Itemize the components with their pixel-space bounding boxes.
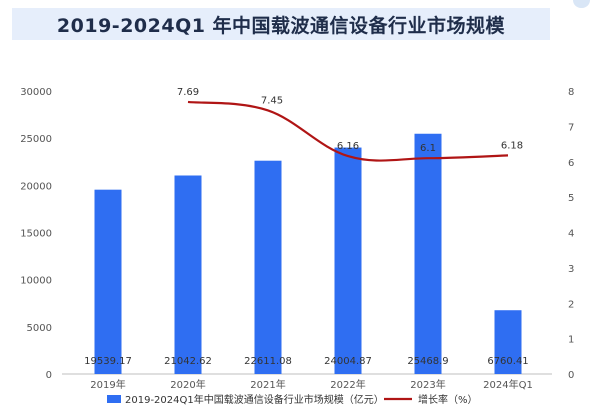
line-value-label: 6.18 [501, 140, 523, 151]
y-left-tick-label: 15000 [20, 229, 52, 240]
x-tick-label: 2021年 [250, 378, 285, 391]
bar-value-label: 19539.17 [84, 356, 132, 367]
y-left-tick-label: 25000 [20, 134, 52, 145]
y-right-tick-label: 4 [568, 229, 574, 240]
x-tick-label: 2024年Q1 [483, 378, 533, 391]
x-tick-label: 2019年 [90, 378, 125, 391]
y-right-tick-label: 2 [568, 299, 574, 310]
bar-value-label: 6760.41 [487, 356, 528, 367]
x-tick-label: 2022年 [330, 378, 365, 391]
bar [94, 189, 122, 374]
y-right-tick-label: 3 [568, 264, 574, 275]
line-value-label: 6.1 [420, 143, 436, 154]
bar-value-label: 22611.08 [244, 356, 292, 367]
x-tick-label: 2020年 [170, 378, 205, 391]
growth-rate-line [187, 100, 509, 162]
bar-value-label: 21042.62 [164, 356, 212, 367]
y-left-tick-label: 0 [46, 370, 52, 381]
bar [334, 147, 362, 374]
y-left-tick-label: 20000 [20, 181, 52, 192]
bar [414, 133, 442, 374]
y-right-tick-label: 6 [568, 158, 574, 169]
y-right-tick-label: 7 [568, 122, 574, 133]
y-right-tick-label: 8 [568, 87, 574, 98]
bar [494, 310, 522, 374]
bar [174, 175, 202, 374]
line-value-label: 7.69 [177, 87, 199, 98]
legend-bar-label: 2019-2024Q1年中国载波通信设备行业市场规模（亿元） [125, 393, 384, 406]
y-right-tick-label: 5 [568, 193, 574, 204]
bar [254, 160, 282, 374]
line-value-label: 7.45 [261, 95, 283, 106]
x-tick-label: 2023年 [410, 378, 445, 391]
bar-value-label: 24004.87 [324, 356, 372, 367]
y-left-tick-label: 5000 [27, 323, 52, 334]
chart-title-bar: 2019-2024Q1 年中国载波通信设备行业市场规模 [12, 8, 550, 40]
line-value-label: 6.16 [337, 141, 359, 152]
y-right-tick-label: 1 [568, 335, 574, 346]
bar-value-label: 25468.9 [407, 356, 448, 367]
chart-title: 2019-2024Q1 年中国载波通信设备行业市场规模 [56, 14, 506, 37]
legend-line-label: 增长率（%） [418, 393, 478, 406]
corner-decoration [573, 0, 590, 8]
y-left-tick-label: 10000 [20, 276, 52, 287]
legend-bar-swatch [107, 395, 121, 403]
y-right-tick-label: 0 [568, 370, 574, 381]
y-left-tick-label: 30000 [20, 87, 52, 98]
